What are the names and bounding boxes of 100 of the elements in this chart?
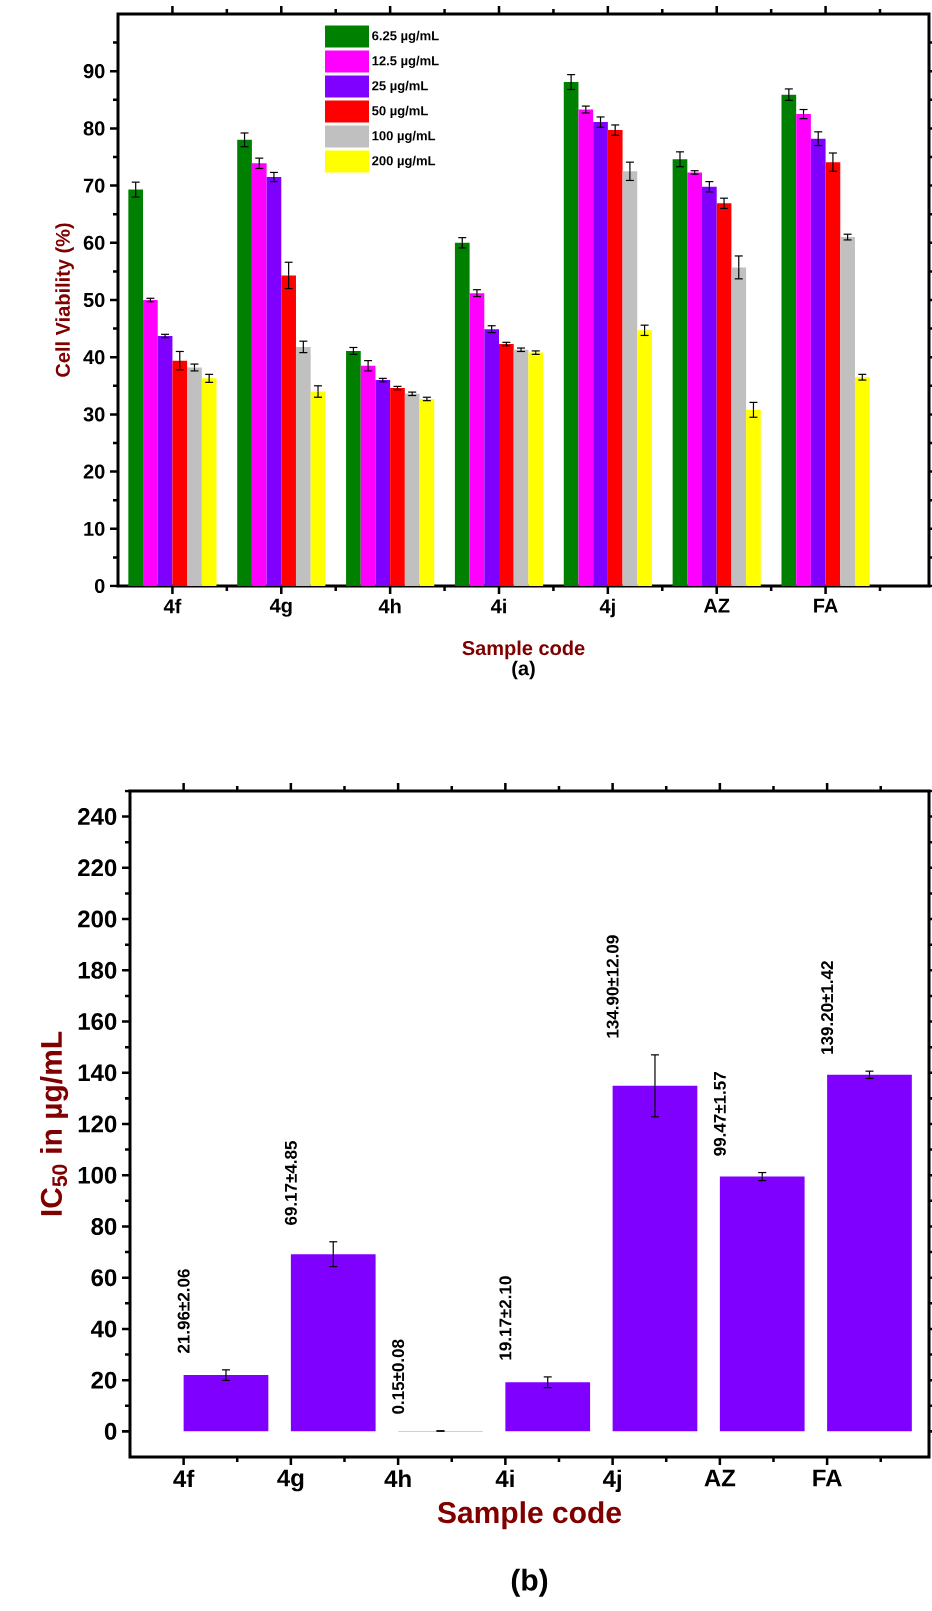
x-tick-label: 4j (602, 1469, 621, 1493)
x-tick-label: 4h (384, 1469, 411, 1488)
data-label: 139.20±1.42 (821, 961, 834, 1054)
bar (810, 138, 826, 586)
y-tick-label: 120 (78, 1115, 117, 1133)
y-tick-label: 180 (78, 961, 117, 979)
bar (612, 1085, 698, 1432)
y-tick-label: 20 (83, 464, 105, 479)
bar (840, 237, 855, 586)
x-tick-label: AZ (704, 1469, 736, 1487)
bar (290, 1254, 376, 1432)
y-tick-label: 220 (78, 859, 117, 877)
y-tick-label: 140 (78, 1064, 117, 1082)
data-label: 69.17±4.85 (284, 1141, 297, 1225)
y-tick-label: 0 (104, 1422, 117, 1440)
bar (143, 300, 158, 586)
bar (622, 171, 638, 586)
x-tick-label: FA (813, 1469, 842, 1487)
bar (375, 380, 391, 586)
legend-label: 200 µg/mL (372, 155, 436, 168)
y-tick-label: 20 (91, 1371, 117, 1389)
data-label: 21.96±2.06 (177, 1269, 190, 1353)
y-tick-label: 30 (83, 407, 105, 422)
bar (419, 398, 435, 586)
bar (390, 388, 405, 586)
text: (b) (511, 1568, 548, 1597)
data-label: 134.90±12.09 (606, 935, 619, 1038)
x-tick-label: FA (814, 598, 838, 613)
bar (528, 352, 544, 586)
y-tick-label: 80 (83, 121, 105, 136)
bar (157, 336, 173, 586)
bar (484, 329, 499, 586)
y-tick-label: 60 (91, 1269, 117, 1287)
bar (825, 162, 841, 586)
bar (563, 82, 579, 586)
bar (201, 378, 217, 586)
bar (454, 242, 470, 586)
x-tick-label: 4g (277, 1469, 304, 1492)
bar (295, 346, 311, 586)
bar (593, 122, 608, 586)
bar (187, 367, 202, 586)
x-tick-label: 4f (163, 598, 182, 614)
data-label: 0.15±0.08 (392, 1339, 405, 1414)
bar (266, 177, 282, 586)
bar (796, 114, 811, 586)
x-tick-label: AZ (703, 598, 730, 613)
bar (607, 130, 623, 586)
y-tick-label: 60 (83, 235, 105, 250)
y-tick-label: 10 (84, 521, 105, 536)
bar (499, 344, 514, 586)
y-tick-label: 50 (83, 292, 105, 308)
legend-label: 25 µg/mL (372, 80, 428, 93)
bar (854, 377, 870, 586)
data-label: 99.47±1.57 (713, 1072, 726, 1156)
bar (746, 409, 761, 586)
bar (404, 393, 420, 586)
y-axis-title: Cell Viability (%) (55, 223, 74, 377)
y-tick-label: 160 (78, 1013, 117, 1031)
x-tick-label: 4h (378, 598, 401, 614)
bar (513, 349, 529, 586)
y-tick-label: 40 (90, 1320, 117, 1338)
y-tick-label: 70 (83, 178, 105, 193)
bar (360, 365, 376, 586)
bar (672, 159, 688, 586)
bar (281, 275, 296, 586)
x-tick-label: 4i (490, 598, 506, 614)
x-axis-title: Sample code (462, 640, 585, 660)
bar (310, 391, 326, 586)
bar (237, 139, 252, 586)
x-tick-label: 4i (495, 1469, 514, 1488)
legend-label: 50 µg/mL (372, 105, 428, 118)
bar (578, 109, 594, 586)
bar (781, 94, 797, 586)
y-tick-label: 200 (78, 910, 117, 928)
bar (183, 1375, 269, 1432)
y-tick-label: 240 (78, 808, 117, 826)
y-tick-label: 80 (91, 1217, 117, 1235)
bar (731, 267, 747, 586)
bar (687, 172, 703, 586)
y-tick-label: 40 (83, 350, 105, 365)
bar (251, 163, 267, 586)
bar (346, 350, 361, 586)
y-tick-label: 90 (83, 64, 105, 79)
bar (469, 293, 485, 586)
y-tick-label: 0 (94, 578, 105, 594)
data-label: 19.17±2.10 (499, 1276, 512, 1360)
x-axis-title: Sample code (437, 1501, 621, 1530)
x-tick-label: 4g (269, 598, 292, 617)
text: (a) (512, 660, 535, 680)
x-tick-label: 4f (173, 1469, 195, 1488)
x-tick-label: 4j (599, 598, 615, 618)
legend-label: 12.5 µg/mL (372, 55, 439, 68)
bar (505, 1382, 591, 1432)
y-axis-title: IC$_{50}$ in µg/mL (39, 1031, 69, 1216)
bar (172, 360, 188, 586)
bar (716, 203, 732, 586)
y-tick-label: 100 (78, 1166, 117, 1184)
bar (702, 186, 717, 586)
bar (719, 1176, 805, 1432)
legend-label: 100 µg/mL (372, 130, 436, 143)
